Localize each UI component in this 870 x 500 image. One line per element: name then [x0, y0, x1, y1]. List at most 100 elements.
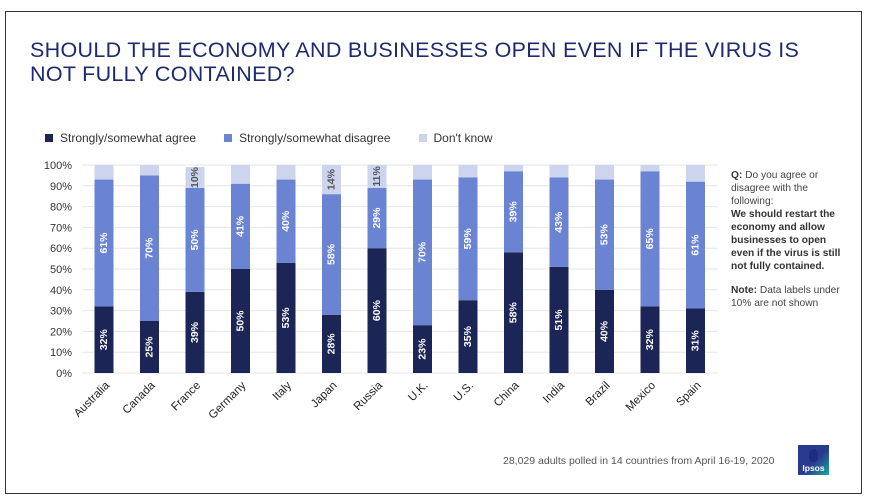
- data-label: 65%: [644, 228, 656, 250]
- y-tick-label: 60%: [50, 243, 72, 255]
- question-text: Do you agree or disagree with the follow…: [731, 170, 819, 207]
- data-label: 11%: [371, 166, 383, 187]
- bar-segment-dont-know: [231, 165, 250, 184]
- bar-segment-disagree: [640, 171, 660, 307]
- data-label: 31%: [690, 330, 702, 352]
- y-tick-label: 40%: [50, 285, 72, 297]
- x-category-label: U.K.: [406, 380, 430, 404]
- bar-segment-dont-know: [595, 165, 614, 180]
- bar-segment-disagree: [185, 187, 205, 292]
- side-note: Q: Do you agree or disagree with the fol…: [731, 169, 846, 321]
- y-tick-label: 80%: [50, 202, 72, 214]
- bar-segment-agree: [231, 269, 250, 373]
- y-tick-label: 10%: [50, 347, 72, 359]
- data-label: 43%: [553, 211, 565, 233]
- bar-segment-disagree: [231, 183, 250, 269]
- x-category-label: U.S.: [452, 380, 476, 404]
- bar-segment-agree: [367, 248, 387, 373]
- bar-segment-disagree: [504, 171, 523, 253]
- legend-swatch-dont-know: [418, 134, 427, 142]
- bar-segment-dont-know: [367, 165, 387, 188]
- bar-segment-disagree: [276, 179, 296, 263]
- data-label: 23%: [417, 338, 429, 360]
- data-label: 40%: [599, 320, 611, 342]
- y-tick-label: 0%: [56, 368, 72, 380]
- bar-segment-agree: [413, 325, 432, 373]
- legend-item-agree: Strongly/somewhat agree: [45, 131, 196, 145]
- x-category-label: Germany: [207, 379, 249, 421]
- bar-segment-dont-know: [640, 165, 660, 172]
- bar-segment-dont-know: [276, 165, 296, 180]
- y-tick-label: 30%: [50, 306, 72, 318]
- y-tick-label: 50%: [50, 264, 72, 276]
- bar-segment-dont-know: [458, 165, 478, 178]
- bar-segment-agree: [185, 291, 205, 373]
- bar-segment-disagree: [140, 175, 159, 321]
- data-label: 39%: [189, 321, 201, 343]
- note-block: Note: Data labels under 10% are not show…: [731, 284, 846, 310]
- bar-segment-disagree: [549, 177, 569, 267]
- data-label: 58%: [326, 243, 338, 265]
- question-label: Q:: [731, 170, 743, 181]
- data-label: 60%: [371, 299, 383, 321]
- x-category-label: Russia: [352, 379, 386, 413]
- y-tick-label: 20%: [50, 326, 72, 338]
- data-label: 41%: [235, 215, 247, 237]
- data-label: 28%: [326, 333, 338, 355]
- bar-segment-agree: [94, 306, 114, 373]
- data-label: 53%: [599, 224, 611, 246]
- legend-label-agree: Strongly/somewhat agree: [60, 131, 197, 145]
- x-category-label: France: [169, 380, 203, 414]
- bar-segment-agree: [504, 252, 523, 373]
- data-label: 51%: [553, 309, 565, 331]
- y-tick-label: 100%: [44, 160, 72, 172]
- y-tick-label: 90%: [50, 181, 72, 193]
- legend-label-disagree: Strongly/somewhat disagree: [239, 131, 391, 145]
- bar-segment-disagree: [458, 177, 478, 301]
- x-category-label: Canada: [121, 379, 158, 416]
- note-label: Note:: [731, 285, 758, 296]
- chart-legend: Strongly/somewhat agree Strongly/somewha…: [45, 131, 521, 145]
- data-label: 35%: [462, 325, 474, 347]
- ipsos-logo: Ipsos: [798, 445, 829, 475]
- bar-segment-dont-know: [185, 167, 205, 188]
- legend-swatch-disagree: [224, 134, 233, 142]
- bar-segment-dont-know: [140, 165, 159, 176]
- data-label: 53%: [280, 307, 292, 329]
- note-text: Data labels under 10% are not shown: [731, 285, 840, 309]
- bar-segment-dont-know: [322, 165, 341, 195]
- data-label: 61%: [690, 234, 702, 256]
- x-category-label: Australia: [72, 379, 113, 420]
- data-label: 61%: [98, 232, 110, 254]
- data-label: 50%: [235, 310, 247, 332]
- data-label: 14%: [326, 168, 338, 190]
- legend-item-dont-know: Don't know: [418, 131, 493, 145]
- bar-segment-dont-know: [549, 165, 569, 178]
- data-label: 70%: [417, 241, 429, 263]
- logo-text: Ipsos: [802, 463, 825, 473]
- data-label: 70%: [144, 237, 156, 259]
- bar-segment-agree: [595, 289, 614, 373]
- bar-segment-agree: [140, 321, 159, 373]
- legend-label-dont-know: Don't know: [433, 131, 493, 145]
- data-label: 10%: [189, 166, 201, 188]
- data-label: 58%: [508, 302, 520, 324]
- bar-segment-dont-know: [504, 165, 523, 172]
- bar-segment-agree: [549, 266, 569, 373]
- poll-footnote: 28,029 adults polled in 14 countries fro…: [503, 455, 775, 467]
- bar-segment-disagree: [413, 179, 432, 326]
- x-category-label: Italy: [271, 379, 295, 403]
- data-label: 59%: [462, 228, 474, 250]
- bar-segment-agree: [322, 314, 341, 373]
- x-category-label: Japan: [309, 380, 340, 411]
- bar-segment-disagree: [367, 187, 387, 249]
- bar-segment-agree: [458, 300, 478, 373]
- data-label: 29%: [371, 207, 383, 229]
- question-block: Q: Do you agree or disagree with the fol…: [731, 169, 846, 273]
- data-label: 40%: [280, 210, 292, 232]
- chart-title: SHOULD THE ECONOMY AND BUSINESSES OPEN E…: [30, 38, 800, 86]
- y-tick-label: 70%: [50, 222, 72, 234]
- bar-segment-disagree: [595, 179, 614, 290]
- bar-segment-dont-know: [686, 165, 705, 182]
- bar-segment-dont-know: [94, 165, 114, 180]
